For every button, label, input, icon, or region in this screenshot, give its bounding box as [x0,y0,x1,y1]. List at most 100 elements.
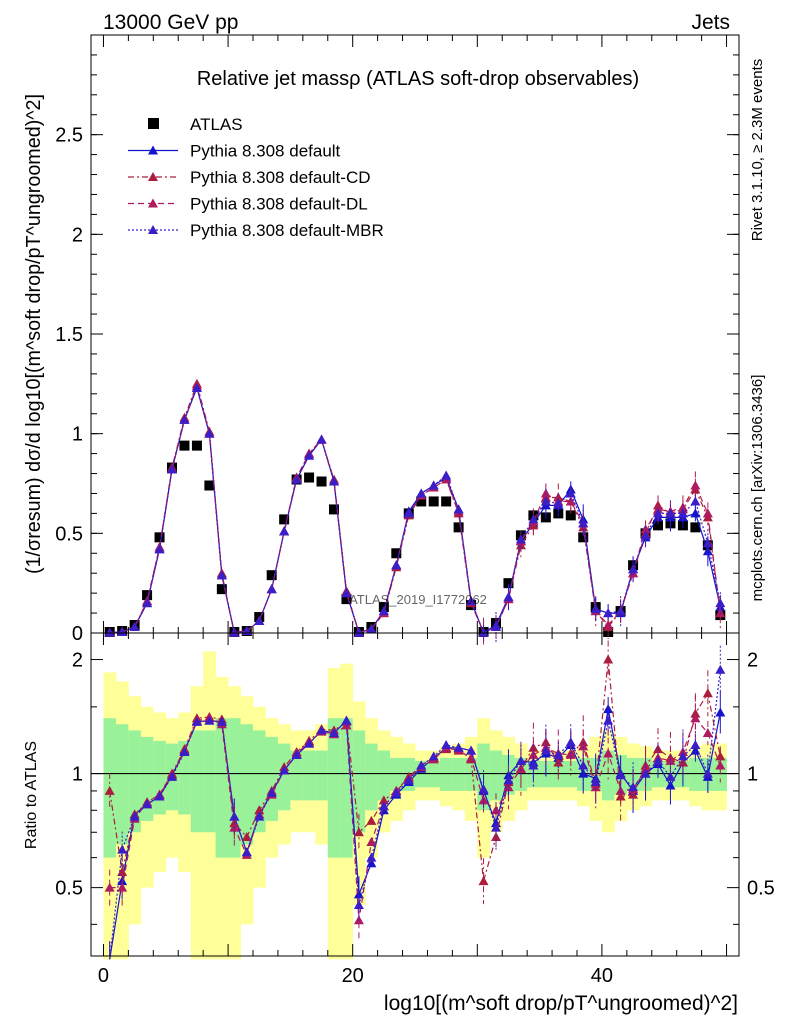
ratio-ytick-label-right: 0.5 [747,878,775,900]
ratio-point [603,704,614,714]
main-ytick-label: 0 [72,623,83,645]
ratio-frame [90,632,740,957]
main-ytick-label: 2.5 [55,125,83,147]
main-series-4 [104,382,726,643]
main-point [142,598,153,608]
ratio-band-inner [153,740,167,815]
ratio-point [167,771,177,781]
main-point [304,450,315,460]
ratio-band-inner [489,750,503,801]
main-point [391,560,402,570]
data-point [266,570,277,581]
main-point [129,622,140,632]
ratio-band-inner [452,757,466,791]
main-point [690,508,701,518]
legend-marker [148,225,158,234]
data-point [503,578,514,589]
legend-marker [148,145,158,155]
ratio-point [266,787,277,797]
xaxis-label: log10[(m^soft drop/pT^ungroomed)^2] [384,992,738,1015]
ratio-point [241,847,252,857]
ratio-point [478,876,489,886]
main-title: Relative jet massρ (ATLAS soft-drop obse… [197,68,639,90]
ratio-point [640,768,651,778]
ratio-point [590,782,601,792]
main-point [615,606,626,616]
ratio-point [341,715,352,725]
main-ytick-label: 0.5 [55,523,83,545]
ratio-ytick-label-right: 1 [747,764,758,786]
ratio-point [491,822,501,832]
ratio-band-inner [315,750,329,801]
main-point [154,544,165,554]
main-point [553,498,564,508]
main-point [366,624,377,634]
main-point [416,488,427,498]
ratio-point [229,811,240,821]
main-ylabel: (1/σresum) dσ/d log10[(m^soft drop/pT^un… [23,94,45,574]
ratio-point [366,852,377,862]
ratio-plot-area [91,640,739,960]
ratio-point [715,760,726,770]
main-series-0 [104,440,726,638]
main-point [341,588,352,598]
ratio-point [316,725,327,735]
ratio-point [366,815,377,825]
main-point [353,627,364,637]
legend-marker [148,118,159,129]
ratio-point [104,785,115,795]
ratio-band-inner [140,736,154,821]
ratio-point [154,791,165,801]
ratio-band-inner [128,730,142,833]
ratio-point [715,664,726,674]
main-point [117,627,128,637]
ratio-band-inner [327,718,341,858]
main-frame [90,34,740,634]
ratio-point [341,720,352,730]
main-point [690,480,701,490]
ratio-point [491,805,501,815]
ratio-band-inner [377,750,391,801]
ratio-point [615,785,626,795]
ratio-point [603,715,614,725]
ratio-point [702,688,713,698]
ratio-point [503,775,514,785]
ratio-series-3 [109,645,726,960]
ratio-point [403,775,414,785]
ratio-ytick-label: 2 [72,650,83,672]
main-point [565,496,576,506]
ratio-point [104,882,115,892]
main-point [428,480,439,490]
ratio-point [653,755,663,765]
main-point [167,464,177,474]
ratio-point [565,737,576,747]
data-point [690,522,701,533]
ratio-point [378,795,389,805]
data-point [304,472,315,483]
main-point [378,606,389,616]
ratio-point [142,799,153,809]
ratio-point [690,708,701,718]
ratio-band-inner [228,718,241,858]
main-point [640,530,651,540]
legend-marker [148,172,158,181]
ratio-band-inner [240,724,254,845]
ratio-band-inner [464,757,478,791]
mcplots-credit: mcplots.cern.ch [arXiv:1306.3436] [749,375,766,602]
legend-marker [148,198,158,208]
ratio-axes: 0.5 0.51 12 20 20 40 [55,633,775,987]
main-point [491,622,501,632]
ratio-band-inner [265,736,279,821]
legend-label: Pythia 8.308 default-MBR [190,221,384,240]
ratio-point [416,760,427,770]
main-point [104,627,115,637]
data-point [453,522,464,533]
ratio-point [254,811,265,821]
legend: ATLAS Pythia 8.308 default Pythia 8.308 de… [128,115,384,240]
main-point [453,504,464,514]
ratio-point [366,836,377,846]
ratio-band-inner [290,750,304,801]
ratio-point [279,765,290,775]
main-point [403,508,414,518]
